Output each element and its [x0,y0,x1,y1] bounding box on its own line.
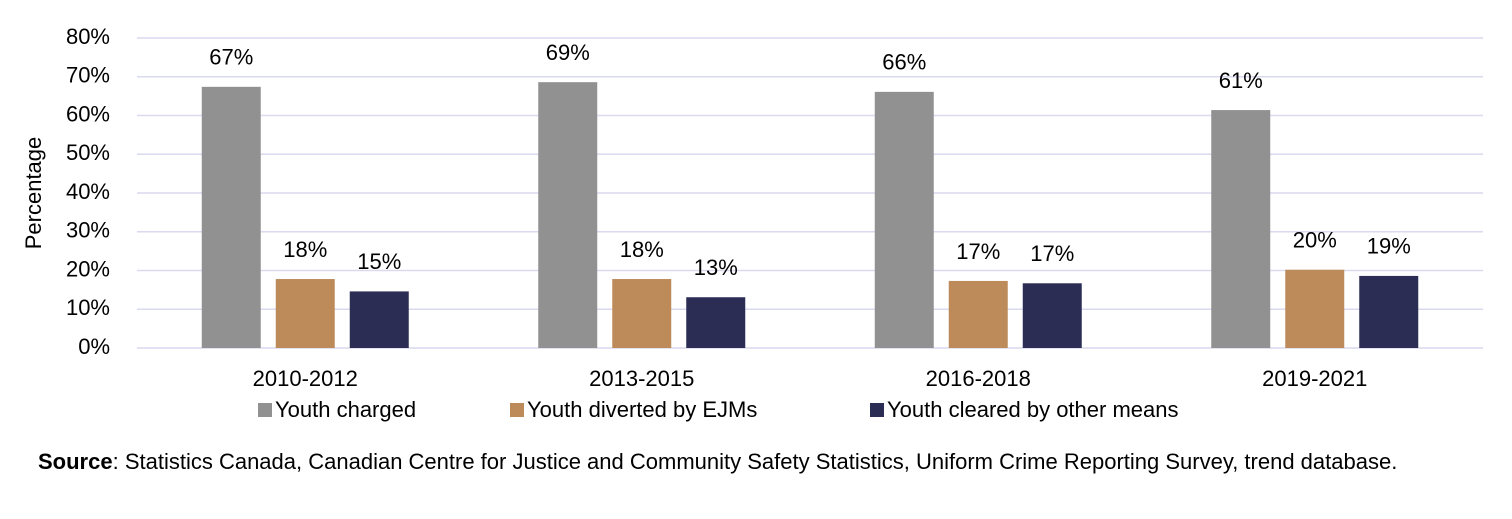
x-tick-label: 2019-2021 [1262,366,1367,391]
data-label: 13% [694,255,738,280]
bar [538,82,598,349]
data-label: 15% [357,249,401,274]
bar [349,291,409,348]
x-tick-label: 2016-2018 [926,366,1031,391]
data-label: 69% [546,40,590,65]
x-tick-label: 2010-2012 [253,366,358,391]
bar [1211,110,1271,348]
data-label: 61% [1219,68,1263,93]
bar [948,280,1008,348]
bar [612,279,672,348]
source-label: Source [38,449,113,474]
y-tick-label: 10% [66,295,110,320]
y-tick-label: 60% [66,101,110,126]
y-tick-label: 70% [66,63,110,88]
legend-label: Youth diverted by EJMs [527,397,757,422]
source-note: Source: Statistics Canada, Canadian Cent… [38,447,1458,477]
data-label: 17% [956,239,1000,264]
bar [1285,269,1345,348]
y-tick-label: 30% [66,218,110,243]
data-label: 67% [209,45,253,70]
y-tick-label: 40% [66,179,110,204]
bar [275,279,335,348]
legend-swatch [870,403,884,417]
data-label: 18% [283,237,327,262]
bar [686,297,746,348]
bar [874,91,934,349]
legend-swatch [258,403,272,417]
legend-swatch [510,403,524,417]
y-tick-label: 80% [66,24,110,49]
data-label: 20% [1293,228,1337,253]
chart: Percentage 0% 10% 20% 30% 40% 50% 60% 70% 80% 201… [21,24,1483,422]
bar [201,86,261,348]
data-label: 66% [882,50,926,75]
data-label: 17% [1030,241,1074,266]
y-tick-label: 20% [66,256,110,281]
bar [1022,283,1082,348]
data-label: 18% [620,237,664,262]
bar [1359,275,1419,348]
legend-label: Youth cleared by other means [887,397,1179,422]
y-tick-label: 50% [66,140,110,165]
data-label: 19% [1367,234,1411,259]
x-tick-label: 2013-2015 [589,366,694,391]
y-axis-title: Percentage [21,137,46,250]
legend-label: Youth charged [275,397,416,422]
source-text: : Statistics Canada, Canadian Centre for… [112,449,1398,474]
y-tick-label: 0% [78,334,110,359]
